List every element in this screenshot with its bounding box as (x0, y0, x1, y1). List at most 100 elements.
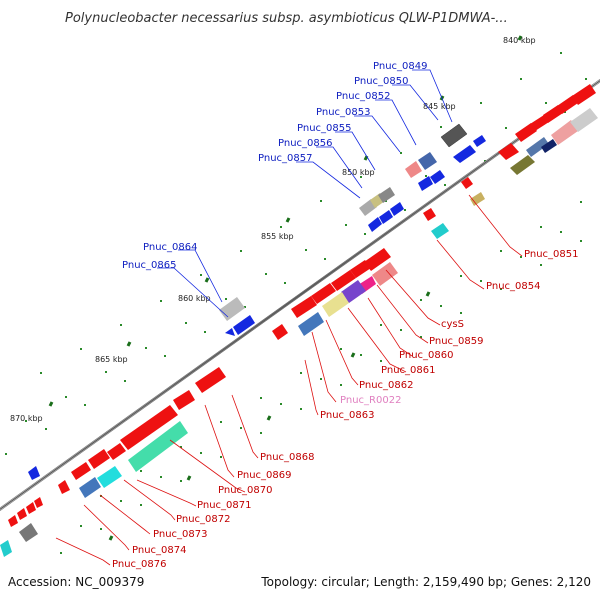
gene-0865 (233, 315, 255, 335)
gene-0876 (58, 480, 70, 494)
outer-tick-dots (5, 52, 587, 455)
label-pnuc-0862: Pnuc_0862 (359, 380, 413, 391)
gene-0863c (272, 324, 288, 340)
tick-label-845: 845 kbp (423, 102, 456, 111)
outer-labels: Pnuc_0849 Pnuc_0850 Pnuc_0852 Pnuc_0853 … (122, 61, 427, 271)
label-pnuc-0873: Pnuc_0873 (153, 529, 207, 540)
map-title: Polynucleobacter necessarius subsp. asym… (65, 11, 508, 26)
gene-right-b (510, 155, 535, 175)
gene-0857f (390, 202, 404, 216)
tick-label-855: 855 kbp (261, 232, 294, 241)
gene-0872 (97, 466, 122, 488)
gene-0874 (88, 449, 110, 469)
gene-0853 (405, 161, 422, 178)
gene-0852 (418, 152, 437, 170)
tick-label-840: 840 kbp (503, 36, 536, 45)
label-pnuc-0851: Pnuc_0851 (524, 249, 578, 260)
label-pnuc-0870: Pnuc_0870 (218, 485, 272, 496)
gene-upper-a (461, 177, 473, 189)
gene-0859 (372, 262, 398, 286)
gene-0863d (331, 270, 356, 291)
gene-0857d (368, 217, 382, 232)
label-pnuc-0859: Pnuc_0859 (429, 336, 483, 347)
gene-0854 (431, 223, 449, 239)
label-pnuc-0876: Pnuc_0876 (112, 559, 166, 570)
gene-right-i (543, 105, 563, 123)
gene-0850b (473, 135, 486, 147)
tick-label-865: 865 kbp (95, 355, 128, 364)
gene-cysS (364, 248, 391, 271)
label-pnuc-0863: Pnuc_0863 (320, 410, 374, 421)
label-pnuc-0869: Pnuc_0869 (237, 470, 291, 481)
forward-genes (28, 84, 598, 480)
gene-0850 (453, 145, 476, 163)
major-ticks (48, 35, 523, 541)
gene-right-j (557, 95, 578, 114)
gene-0860 (341, 280, 366, 303)
label-pnuc-0865: Pnuc_0865 (122, 260, 176, 271)
label-pnuc-0864: Pnuc_0864 (143, 242, 197, 253)
gene-0873 (79, 477, 101, 498)
gene-0863b (291, 296, 317, 318)
gene-left-red-a (8, 515, 18, 527)
label-pnuc-0852: Pnuc_0852 (336, 91, 390, 102)
gene-0861 (322, 292, 349, 317)
gene-0862 (298, 312, 324, 336)
label-pnuc-0854: Pnuc_0854 (486, 281, 540, 292)
gene-right-d (541, 139, 557, 153)
gene-0856 (430, 170, 445, 184)
inner-labels: Pnuc_0851 Pnuc_0854 cysS Pnuc_0859 Pnuc_… (112, 249, 578, 570)
gene-right-a (498, 143, 519, 160)
gene-0871 (107, 443, 126, 460)
gene-0868 (195, 367, 226, 393)
label-pnuc-0874: Pnuc_0874 (132, 545, 186, 556)
accession-text: Accession: NC_009379 (8, 575, 144, 589)
tick-label-870: 870 kbp (10, 414, 43, 423)
label-pnuc-0850: Pnuc_0850 (354, 76, 408, 87)
gene-right-k (572, 84, 596, 105)
label-pnuc-r0022: Pnuc_R0022 (340, 395, 401, 406)
gene-0874b (71, 462, 91, 480)
label-pnuc-0849: Pnuc_0849 (373, 61, 427, 72)
tick-labels: 840 kbp 845 kbp 850 kbp 855 kbp 860 kbp … (10, 36, 536, 423)
gene-0851 (423, 208, 436, 221)
gene-R0022 (350, 260, 371, 278)
label-pnuc-0868: Pnuc_0868 (260, 452, 314, 463)
outer-leader-lines (157, 69, 453, 318)
inner-leader-lines (55, 194, 523, 566)
gene-left-red-d (34, 497, 43, 508)
gene-left-red-b (17, 508, 27, 520)
label-cyss: cysS (441, 319, 464, 330)
tick-label-850: 850 kbp (342, 168, 375, 177)
label-pnuc-0871: Pnuc_0871 (197, 500, 251, 511)
gene-0864 (219, 297, 245, 321)
gene-0857c (378, 187, 395, 203)
gene-right-g (515, 123, 537, 142)
label-pnuc-0856: Pnuc_0856 (278, 138, 332, 149)
gene-right-e (551, 120, 578, 145)
gene-0857e (379, 210, 393, 224)
gene-0876c (0, 540, 12, 557)
gene-0849 (440, 123, 468, 148)
label-pnuc-0857: Pnuc_0857 (258, 153, 312, 164)
gene-left-red-c (26, 502, 36, 514)
gene-right-f (570, 108, 598, 132)
gene-right-h (530, 115, 549, 131)
reverse-genes (0, 177, 485, 557)
gene-0876b (19, 523, 38, 542)
label-pnuc-0872: Pnuc_0872 (176, 514, 230, 525)
label-pnuc-0860: Pnuc_0860 (399, 350, 453, 361)
gene-right-c (526, 137, 549, 157)
gene-0870 (128, 421, 188, 472)
label-pnuc-0853: Pnuc_0853 (316, 107, 370, 118)
gene-0869 (120, 405, 178, 450)
gene-0855 (418, 176, 433, 191)
label-pnuc-0855: Pnuc_0855 (297, 123, 351, 134)
gene-0863a (311, 283, 336, 304)
inner-tick-dots (60, 201, 582, 554)
tick-dots (5, 52, 587, 554)
label-pnuc-0861: Pnuc_0861 (381, 365, 435, 376)
gene-0865b (225, 328, 235, 336)
tick-label-860: 860 kbp (178, 294, 211, 303)
topology-summary: Topology: circular; Length: 2,159,490 bp… (260, 575, 591, 589)
